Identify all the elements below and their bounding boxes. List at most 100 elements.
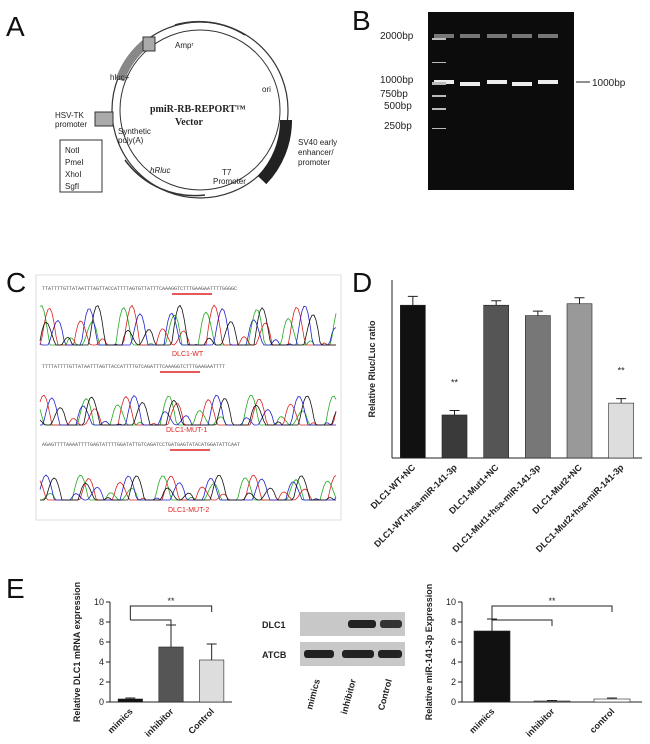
annotation: ** <box>548 596 556 606</box>
gel-well <box>487 34 507 38</box>
annotation: ** <box>618 366 626 376</box>
panel-letter: E <box>6 573 25 604</box>
ladder-band <box>432 38 446 40</box>
error-bar <box>206 643 217 660</box>
sequence: AGAGTTTTAAAATTTTGAGTATTTTGGATATTGTCAGATC… <box>42 442 240 448</box>
gel-bands <box>432 34 558 129</box>
bracket <box>491 605 613 626</box>
x-tick-label: DLC1-Mut2+hsa-miR-141-3p <box>534 462 626 554</box>
error-bar <box>449 410 460 415</box>
y-tick-label: 10 <box>94 597 104 607</box>
blot-band <box>342 650 374 658</box>
sequence: TTATTTTGTTATAATTTAGTTACCATTTTAGTGTTATTTC… <box>42 286 237 292</box>
panel-letter: C <box>6 267 26 298</box>
sv40-arc <box>257 119 293 185</box>
trace <box>39 395 337 426</box>
bracket <box>129 605 213 626</box>
gel-band <box>512 82 532 86</box>
blot-band <box>380 620 402 628</box>
error-bar <box>547 700 557 701</box>
ladder-label: 2000bp <box>380 31 414 42</box>
gel-well <box>460 34 480 38</box>
y-tick-label: 8 <box>99 617 104 627</box>
label: T7 <box>222 168 232 177</box>
bar <box>473 630 511 703</box>
blot-band <box>304 650 334 658</box>
sequence-name: DLC1-MUT-1 <box>166 427 207 434</box>
label: promoter <box>298 158 330 167</box>
error-bar <box>607 697 617 699</box>
y-tick-label: 2 <box>451 677 456 687</box>
bar <box>400 304 426 459</box>
trace <box>40 474 336 501</box>
label: HSV-TK <box>55 111 85 120</box>
bar <box>483 304 509 459</box>
y-axis-label: Relative Rluc/Luc ratio <box>367 320 377 418</box>
y-tick-label: 10 <box>446 597 456 607</box>
bar <box>441 414 468 459</box>
gel <box>428 12 574 190</box>
gel-well <box>434 34 454 38</box>
lane-label: inhibitor <box>339 677 358 715</box>
gel-band <box>538 80 558 84</box>
y-axis-label: Relative miR-141-3p Expression <box>424 584 434 721</box>
label: SgfI <box>65 182 79 191</box>
x-tick-label: DLC1-WT+hsa-miR-141-3p <box>372 462 459 549</box>
x-tick-label: Control <box>186 706 216 736</box>
ladder-band <box>432 108 446 110</box>
error-bar <box>491 300 502 306</box>
y-tick-label: 8 <box>451 617 456 627</box>
gel-well <box>512 34 532 38</box>
error-bar <box>616 398 627 404</box>
label: poly(A) <box>118 136 144 145</box>
bar <box>158 646 184 703</box>
label: Promoter <box>213 177 246 186</box>
y-axis-label: Relative DLC1 mRNA expression <box>72 582 82 722</box>
sequence: TTTTATTTTGTTATAATTTAGTTACCATTTTGTCAGATTT… <box>42 364 225 370</box>
plasmid-circle-inner <box>119 29 281 191</box>
ladder-band <box>432 95 446 97</box>
label: pmiR-RB-REPORT™ <box>150 104 246 115</box>
x-tick-label: control <box>588 706 617 735</box>
error-bar <box>166 624 176 647</box>
error-bar <box>574 297 585 304</box>
panel-letter: D <box>352 267 372 298</box>
label: hRluc <box>150 166 170 175</box>
box <box>142 36 156 52</box>
y-tick-label: 0 <box>451 697 456 707</box>
bar <box>533 700 571 703</box>
amp-arc <box>174 20 246 36</box>
ladder-label: 250bp <box>384 121 412 132</box>
gel-well <box>538 34 558 38</box>
blot-band <box>378 650 402 658</box>
annotation: ** <box>451 378 459 388</box>
chromatogram-frame <box>35 274 342 521</box>
ladder-band <box>432 82 446 85</box>
y-tick-label: 0 <box>99 697 104 707</box>
label: SV40 early <box>298 138 337 147</box>
y-tick-label: 4 <box>451 657 456 667</box>
sites-box <box>59 139 103 193</box>
sequence-name: DLC1-WT <box>172 351 204 358</box>
label: enhancer/ <box>298 148 334 157</box>
error-bar <box>532 310 543 316</box>
lane-label: mimics <box>304 678 322 711</box>
panel-letter: A <box>6 11 25 42</box>
label: XhoI <box>65 170 81 179</box>
error-bar <box>407 295 418 306</box>
gel-band <box>487 80 507 84</box>
bar <box>117 698 143 703</box>
bar <box>608 402 634 459</box>
ladder-band <box>432 62 446 63</box>
x-tick-label: inhibitor <box>524 706 557 739</box>
label: PmeI <box>65 158 84 167</box>
error-bar <box>125 697 136 699</box>
blot-label: ATCB <box>262 650 287 660</box>
y-tick-label: 2 <box>99 677 104 687</box>
ladder-label: 750bp <box>380 89 408 100</box>
x-tick-label: mimics <box>106 706 135 735</box>
x-tick-label: inhibitor <box>143 706 176 739</box>
bar <box>566 303 593 459</box>
trace <box>39 304 336 346</box>
